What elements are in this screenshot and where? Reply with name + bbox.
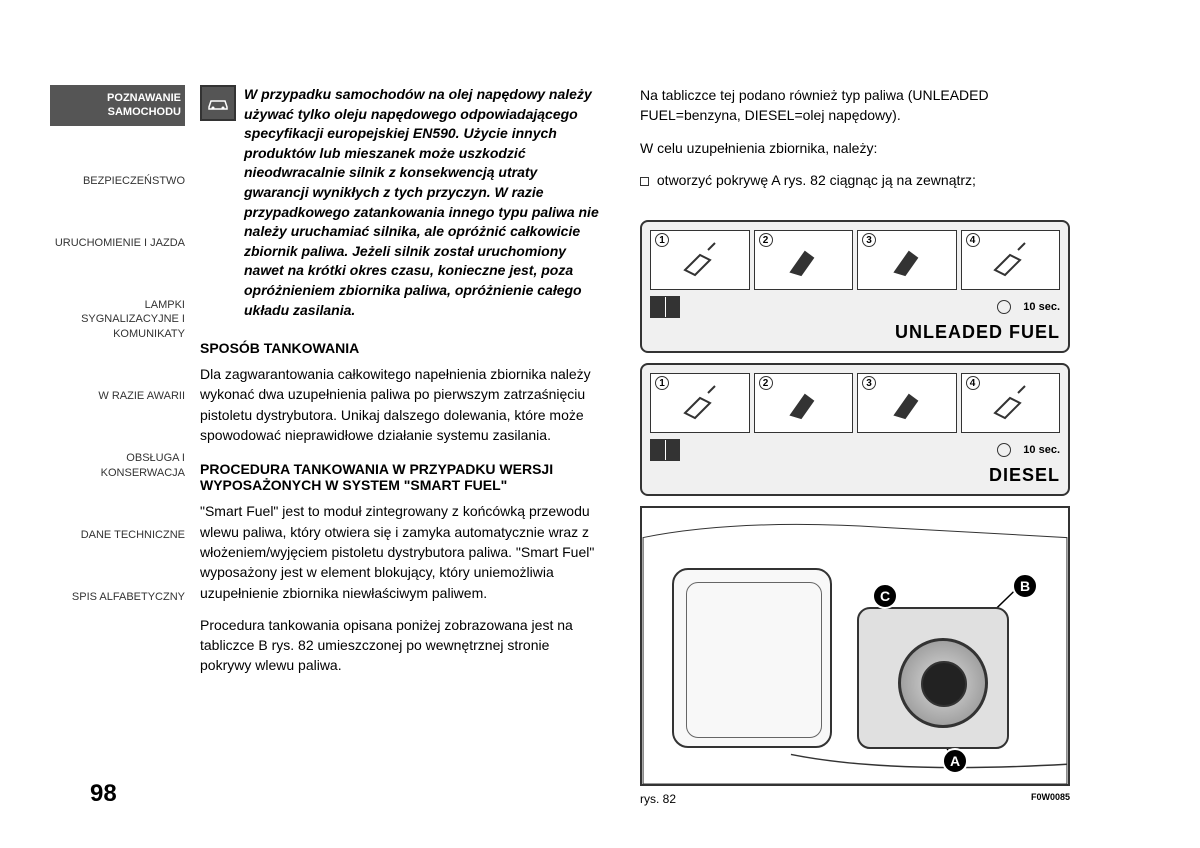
manual-book-icon: [650, 439, 680, 461]
warning-box: W przypadku samochodów na olej napędowy …: [200, 85, 600, 320]
fuel-panel-diesel: 1 2 3 4 10 sec: [640, 363, 1070, 496]
fuel-label-row: 10 sec.: [650, 296, 1060, 318]
section-title-1: SPOSÓB TANKOWANIA: [200, 340, 600, 356]
fuel-step: 1: [650, 373, 750, 433]
step-number: 4: [966, 376, 980, 390]
sidebar-item: BEZPIECZEŃSTWO: [50, 174, 185, 188]
right-text-1: Na tabliczce tej podano również typ pali…: [640, 85, 1070, 126]
bullet-square-icon: [640, 177, 649, 186]
fuel-step: 3: [857, 230, 957, 290]
step-number: 1: [655, 233, 669, 247]
right-column: Na tabliczce tej podano również typ pali…: [640, 85, 1070, 780]
warning-text: W przypadku samochodów na olej napędowy …: [244, 85, 600, 320]
fuel-neck-assembly: [838, 578, 1018, 758]
sidebar-item-active: POZNAWANIE SAMOCHODU: [50, 85, 185, 126]
figure-caption: rys. 82: [640, 792, 676, 806]
marker-c: C: [872, 583, 898, 609]
step-number: 4: [966, 233, 980, 247]
step-number: 3: [862, 233, 876, 247]
sidebar-item: W RAZIE AWARII: [50, 389, 185, 403]
figure-caption-row: rys. 82 F0W0085: [640, 792, 1070, 806]
left-column: W przypadku samochodów na olej napędowy …: [200, 85, 600, 688]
fuel-type-diesel: DIESEL: [650, 465, 1060, 486]
section-title-2: PROCEDURA TANKOWANIA W PRZYPADKU WERSJI …: [200, 461, 600, 493]
fuel-panel-unleaded: 1 2 3 4 10 sec: [640, 220, 1070, 353]
fuel-step: 4: [961, 230, 1061, 290]
bullet-item: otworzyć pokrywę A rys. 82 ciągnąc ją na…: [640, 170, 1070, 190]
bullet-text: otworzyć pokrywę A rys. 82 ciągnąc ją na…: [657, 172, 976, 188]
sidebar-item: DANE TECHNICZNE: [50, 528, 185, 542]
clock-icon: [997, 300, 1011, 314]
warning-car-icon: [200, 85, 236, 121]
sidebar-item: URUCHOMIENIE I JAZDA: [50, 236, 185, 250]
fuel-steps-row: 1 2 3 4: [650, 373, 1060, 433]
sidebar-item: LAMPKI SYGNALIZACYJNE I KOMUNIKATY: [50, 298, 185, 341]
figure-82: 1 2 3 4 10 sec: [640, 220, 1070, 780]
clock-icon: [997, 443, 1011, 457]
step-number: 2: [759, 376, 773, 390]
sidebar-item: SPIS ALFABETYCZNY: [50, 590, 185, 604]
fuel-step: 1: [650, 230, 750, 290]
fuel-step: 2: [754, 373, 854, 433]
figure-code: F0W0085: [1031, 792, 1070, 806]
sidebar-item: OBSŁUGA I KONSERWACJA: [50, 451, 185, 480]
right-text-2: W celu uzupełnienia zbiornika, należy:: [640, 138, 1070, 158]
manual-book-icon: [650, 296, 680, 318]
fuel-type-unleaded: UNLEADED FUEL: [650, 322, 1060, 343]
fuel-step: 3: [857, 373, 957, 433]
time-label: 10 sec.: [1023, 444, 1060, 456]
time-label: 10 sec.: [1023, 301, 1060, 313]
page-number: 98: [90, 780, 117, 808]
fuel-label-row: 10 sec.: [650, 439, 1060, 461]
fuel-step: 2: [754, 230, 854, 290]
marker-a: A: [942, 748, 968, 774]
step-number: 1: [655, 376, 669, 390]
fuel-steps-row: 1 2 3 4: [650, 230, 1060, 290]
car-fuel-door-diagram: A B C: [640, 506, 1070, 786]
section-text-2a: "Smart Fuel" jest to moduł zintegrowany …: [200, 501, 600, 602]
fuel-step: 4: [961, 373, 1061, 433]
marker-b: B: [1012, 573, 1038, 599]
sidebar-nav: POZNAWANIE SAMOCHODU BEZPIECZEŃSTWO URUC…: [50, 85, 185, 653]
fuel-door-flap: [672, 568, 832, 748]
step-number: 2: [759, 233, 773, 247]
fuel-cap: [898, 638, 988, 728]
section-text-2b: Procedura tankowania opisana poniżej zob…: [200, 615, 600, 676]
section-text-1: Dla zagwarantowania całkowitego napełnie…: [200, 364, 600, 445]
step-number: 3: [862, 376, 876, 390]
